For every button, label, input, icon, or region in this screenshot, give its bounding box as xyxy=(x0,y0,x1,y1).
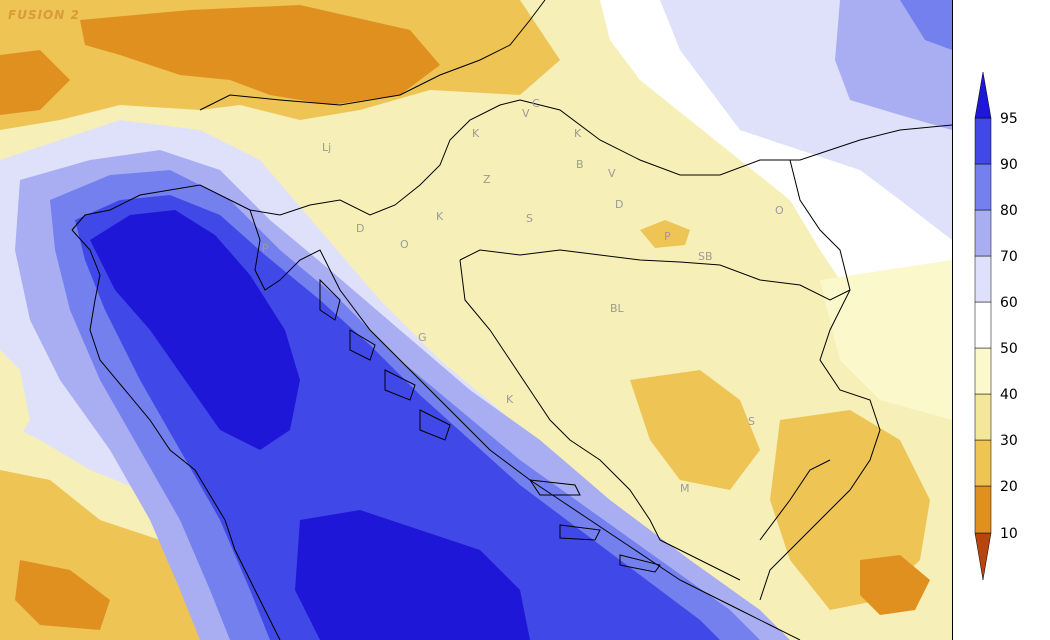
border-croatia-bosnia xyxy=(459,249,851,301)
legend-swatch xyxy=(974,485,992,534)
place-label: B xyxy=(576,158,584,171)
borders xyxy=(71,0,952,640)
coastline-croatia xyxy=(249,209,801,640)
field-east-yellow xyxy=(820,260,952,420)
border-slovenia xyxy=(199,0,546,111)
legend-tick-label: 70 xyxy=(1000,249,1018,265)
legend-swatch xyxy=(974,163,992,211)
place-label: S xyxy=(748,415,755,428)
field-north-deep-2 xyxy=(0,50,70,115)
brand-label: FUSION 2 xyxy=(8,8,80,22)
place-label: S xyxy=(526,212,533,225)
place-label: K xyxy=(506,393,514,406)
legend-swatch xyxy=(974,393,992,441)
field-sea-deepest-2 xyxy=(295,510,530,640)
legend-swatch xyxy=(974,255,992,303)
place-label: SB xyxy=(698,250,713,263)
field-spot-p xyxy=(640,220,690,248)
islands xyxy=(319,278,661,573)
place-label: O xyxy=(775,204,784,217)
legend-swatch xyxy=(974,71,992,119)
place-label: K xyxy=(472,127,480,140)
place-label: D xyxy=(615,198,623,211)
legend-tick-label: 80 xyxy=(1000,203,1018,219)
legend-tick-label: 95 xyxy=(1000,111,1018,127)
place-label: BL xyxy=(610,302,625,315)
legend-swatch xyxy=(974,439,992,487)
legend-swatch xyxy=(974,532,992,581)
border-croatia-hungary xyxy=(519,99,952,176)
legend-tick-label: 10 xyxy=(1000,526,1018,542)
place-label: G xyxy=(418,331,427,344)
field-interior-deep xyxy=(860,555,930,615)
field-interior-orange-1 xyxy=(630,370,760,490)
color-legend: 10 20 30 40 50 60 70 80 90 95 xyxy=(974,71,1018,581)
border-bosnia-west xyxy=(459,259,661,541)
border-slovenia-croatia xyxy=(249,99,521,216)
map-panel: Lj C V K K B V Z D K S D O O P P SB BL G K S M FUSION 2 xyxy=(0,0,953,640)
place-label: D xyxy=(356,222,364,235)
legend-tick-label: 30 xyxy=(1000,433,1018,449)
place-label: K xyxy=(436,210,444,223)
legend-swatch xyxy=(974,301,992,349)
legend-swatch xyxy=(974,209,992,257)
coastline-italy xyxy=(71,184,281,640)
place-label: P xyxy=(262,242,269,255)
legend-labels: 10 20 30 40 50 60 70 80 90 95 xyxy=(1000,111,1018,542)
legend-swatches xyxy=(974,71,992,581)
place-label: V xyxy=(522,107,530,120)
place-label: O xyxy=(400,238,409,251)
legend-tick-label: 90 xyxy=(1000,157,1018,173)
field-sw-deep xyxy=(15,560,110,630)
place-label: K xyxy=(574,127,582,140)
place-label: C xyxy=(532,97,540,110)
field-sea-deepest xyxy=(90,210,300,450)
place-label: M xyxy=(680,482,690,495)
border-montenegro xyxy=(659,459,831,581)
legend-swatch xyxy=(974,117,992,165)
legend-swatch xyxy=(974,347,992,395)
field-east-strong xyxy=(900,0,952,50)
place-label: V xyxy=(608,167,616,180)
legend-tick-label: 60 xyxy=(1000,295,1018,311)
legend-tick-label: 40 xyxy=(1000,387,1018,403)
legend-tick-label: 50 xyxy=(1000,341,1018,357)
legend-tick-label: 20 xyxy=(1000,479,1018,495)
place-label: P xyxy=(664,230,671,243)
border-serbia xyxy=(759,159,881,601)
place-label: Z xyxy=(483,173,491,186)
place-label: Lj xyxy=(322,141,331,154)
field-north-deep xyxy=(80,5,440,105)
